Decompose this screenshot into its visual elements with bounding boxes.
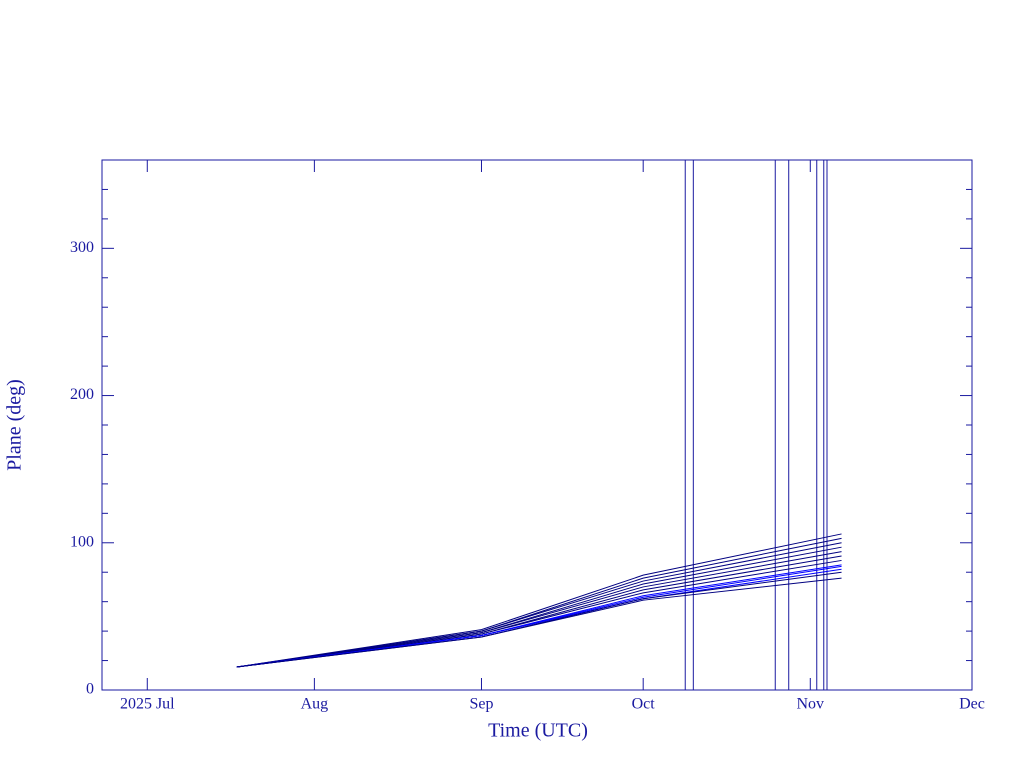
series-line — [236, 537, 842, 668]
x-tick-label: Oct — [632, 696, 656, 713]
series-line — [236, 542, 842, 668]
x-axis-label: Time (UTC) — [488, 720, 588, 742]
y-axis-label: Plane (deg) — [4, 379, 26, 471]
series-line — [236, 559, 842, 668]
series-line — [236, 577, 842, 668]
x-tick-label: Sep — [469, 696, 493, 713]
series-line — [236, 533, 842, 668]
y-tick-label: 300 — [70, 239, 94, 256]
series-line — [236, 555, 842, 668]
series-line — [236, 551, 842, 668]
y-tick-label: 0 — [86, 681, 94, 698]
y-tick-label: 100 — [70, 533, 94, 550]
x-tick-label: Dec — [959, 696, 985, 713]
x-tick-label: 2025 Jul — [120, 696, 175, 713]
series-line — [236, 568, 842, 668]
x-tick-label: Aug — [301, 696, 329, 713]
y-tick-label: 200 — [70, 386, 94, 403]
x-tick-label: Nov — [797, 696, 825, 713]
series-line — [236, 546, 842, 668]
